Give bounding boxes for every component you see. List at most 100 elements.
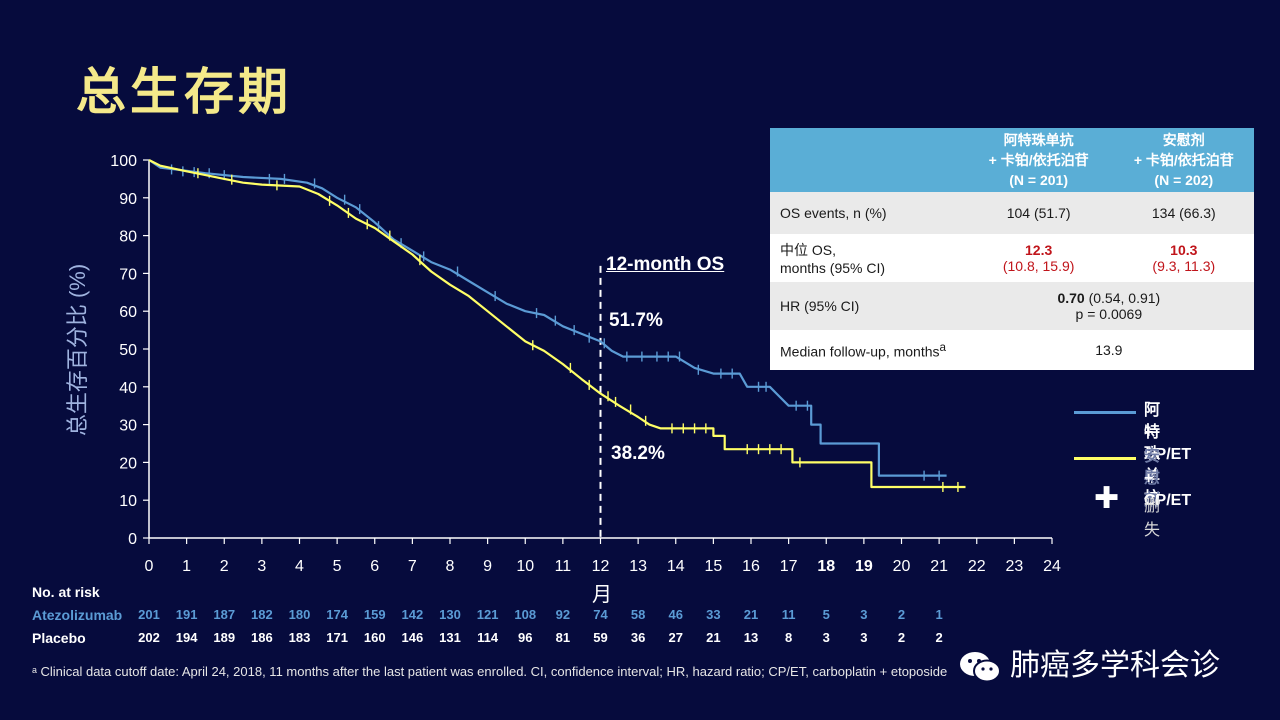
follow-up-value: 13.9 xyxy=(963,330,1254,370)
risk-cell-placebo: 189 xyxy=(213,630,236,645)
hr-label: HR (95% CI) xyxy=(770,282,964,330)
median-os-atezolizumab-ci: (10.8, 15.9) xyxy=(1002,258,1075,274)
risk-cell-atezolizumab: 182 xyxy=(251,607,273,622)
y-tick-label: 90 xyxy=(119,191,137,208)
risk-cell-atezolizumab: 159 xyxy=(363,607,386,622)
atezolizumab-12m-percent: 51.7% xyxy=(609,310,663,331)
y-tick-label: 60 xyxy=(119,304,137,321)
legend-atezolizumab-swatch xyxy=(1074,411,1136,414)
risk-cell-placebo: 160 xyxy=(363,630,386,645)
risk-cell-placebo: 171 xyxy=(326,630,348,645)
hr-p-value: p = 0.0069 xyxy=(1075,306,1143,322)
atezo-header-line-1: 阿特珠单抗 xyxy=(1003,132,1074,148)
risk-cell-atezolizumab: 142 xyxy=(401,607,424,622)
legend-atezolizumab-line-2: + CP/ET xyxy=(1144,424,1192,463)
x-tick-label: 20 xyxy=(893,558,911,575)
median-os-placebo-ci: (9.3, 11.3) xyxy=(1152,258,1216,274)
risk-cell-atezolizumab: 180 xyxy=(288,607,311,622)
risk-cell-placebo: 36 xyxy=(630,630,646,645)
y-tick-label: 20 xyxy=(119,455,137,472)
x-tick-label: 7 xyxy=(408,558,417,575)
risk-cell-placebo: 3 xyxy=(860,630,868,645)
median-os-label: 中位 OS, months (95% CI) xyxy=(770,234,964,282)
x-tick-label: 6 xyxy=(370,558,379,575)
risk-cell-placebo: 3 xyxy=(822,630,830,645)
risk-cell-placebo: 194 xyxy=(175,630,198,645)
atezo-header-line-2: + 卡铂/依托泊苷 xyxy=(988,152,1089,168)
slide-title: 总生存期 xyxy=(76,62,292,121)
table-row: Median follow-up, monthsa 13.9 xyxy=(770,330,1254,370)
legend-censor-label: 删失 xyxy=(1144,498,1161,539)
legend-atezolizumab-line-1: 阿特珠单抗 xyxy=(1144,402,1161,507)
risk-cell-atezolizumab: 58 xyxy=(630,607,646,622)
summary-table: 阿特珠单抗 + 卡铂/依托泊苷 (N = 201) 安慰剂 + 卡铂/依托泊苷 … xyxy=(770,128,1254,370)
risk-row-placebo-name: Placebo xyxy=(32,630,86,646)
risk-cell-atezolizumab: 187 xyxy=(213,607,236,622)
summary-header-placebo: 安慰剂 + 卡铂/依托泊苷 (N = 202) xyxy=(1113,128,1254,192)
x-tick-label: 8 xyxy=(446,558,455,575)
table-row: 中位 OS, months (95% CI) 12.3 (10.8, 15.9)… xyxy=(770,234,1254,282)
watermark-text: 肺癌多学科会诊 xyxy=(1010,649,1220,682)
legend-placebo-swatch xyxy=(1074,457,1136,460)
watermark: 肺癌多学科会诊 xyxy=(958,640,1220,684)
x-tick-label: 17 xyxy=(780,558,798,575)
x-tick-label: 22 xyxy=(968,558,986,575)
median-os-atezolizumab: 12.3 (10.8, 15.9) xyxy=(963,234,1114,282)
risk-cell-placebo: 114 xyxy=(477,630,499,645)
risk-cell-placebo: 183 xyxy=(288,630,311,645)
x-tick-label: 12 xyxy=(592,558,610,575)
median-os-placebo-value: 10.3 xyxy=(1170,242,1198,258)
risk-cell-placebo: 21 xyxy=(706,630,721,645)
risk-cell-placebo: 27 xyxy=(668,630,683,645)
wechat-icon xyxy=(960,652,1001,683)
risk-cell-placebo: 2 xyxy=(897,630,906,645)
risk-cell-placebo: 2 xyxy=(935,630,943,645)
risk-cell-placebo: 13 xyxy=(743,630,759,645)
risk-cell-atezolizumab: 46 xyxy=(668,607,683,622)
x-tick-label: 24 xyxy=(1043,558,1061,575)
risk-cell-atezolizumab: 33 xyxy=(706,607,721,622)
summary-header-empty xyxy=(770,128,964,192)
risk-cell-atezolizumab: 11 xyxy=(781,607,796,622)
footnote: ᵃ Clinical data cutoff date: April 24, 2… xyxy=(32,664,948,679)
risk-cell-placebo: 131 xyxy=(439,630,461,645)
x-tick-label: 9 xyxy=(483,558,492,575)
summary-header-row: 阿特珠单抗 + 卡铂/依托泊苷 (N = 201) 安慰剂 + 卡铂/依托泊苷 … xyxy=(770,128,1254,192)
risk-cell-placebo: 202 xyxy=(138,630,160,645)
risk-cell-placebo: 146 xyxy=(401,630,424,645)
summary-header-atezolizumab: 阿特珠单抗 + 卡铂/依托泊苷 (N = 201) xyxy=(963,128,1114,192)
x-tick-label: 14 xyxy=(667,558,685,575)
os-events-label: OS events, n (%) xyxy=(770,192,964,234)
risk-cell-placebo: 96 xyxy=(518,630,533,645)
x-tick-label: 10 xyxy=(516,558,534,575)
hr-ci: (0.54, 0.91) xyxy=(1088,290,1161,306)
x-tick-label: 15 xyxy=(704,558,722,575)
y-axis-label: 总生存百分比 (%) xyxy=(65,263,90,437)
x-tick-label: 18 xyxy=(817,558,835,575)
risk-cell-placebo: 81 xyxy=(555,630,571,645)
risk-cell-placebo: 8 xyxy=(785,630,793,645)
y-tick-label: 80 xyxy=(119,229,137,246)
hr-value-cell: 0.70 (0.54, 0.91) p = 0.0069 xyxy=(963,282,1254,330)
os-events-placebo: 134 (66.3) xyxy=(1113,192,1254,234)
median-os-placebo: 10.3 (9.3, 11.3) xyxy=(1113,234,1254,282)
median-os-label-line-2: months (95% CI) xyxy=(780,260,886,276)
y-tick-label: 10 xyxy=(119,493,137,510)
follow-up-footnote-mark: a xyxy=(939,340,947,354)
table-row: HR (95% CI) 0.70 (0.54, 0.91) p = 0.0069 xyxy=(770,282,1254,330)
y-tick-label: 30 xyxy=(119,418,137,435)
x-tick-label: 16 xyxy=(742,558,760,575)
x-tick-label: 13 xyxy=(629,558,647,575)
risk-cell-atezolizumab: 121 xyxy=(476,607,499,622)
atezo-header-line-3: (N = 201) xyxy=(1009,172,1068,188)
risk-table-title: No. at risk xyxy=(32,584,100,600)
y-tick-label: 70 xyxy=(119,266,137,283)
risk-cell-atezolizumab: 191 xyxy=(175,607,198,622)
placebo-header-line-3: (N = 202) xyxy=(1154,172,1214,188)
risk-cell-atezolizumab: 130 xyxy=(439,607,461,622)
risk-cell-atezolizumab: 21 xyxy=(743,607,759,622)
x-tick-label: 0 xyxy=(145,558,154,575)
risk-cell-atezolizumab: 74 xyxy=(593,607,608,622)
follow-up-label: Median follow-up, monthsa xyxy=(770,330,964,370)
